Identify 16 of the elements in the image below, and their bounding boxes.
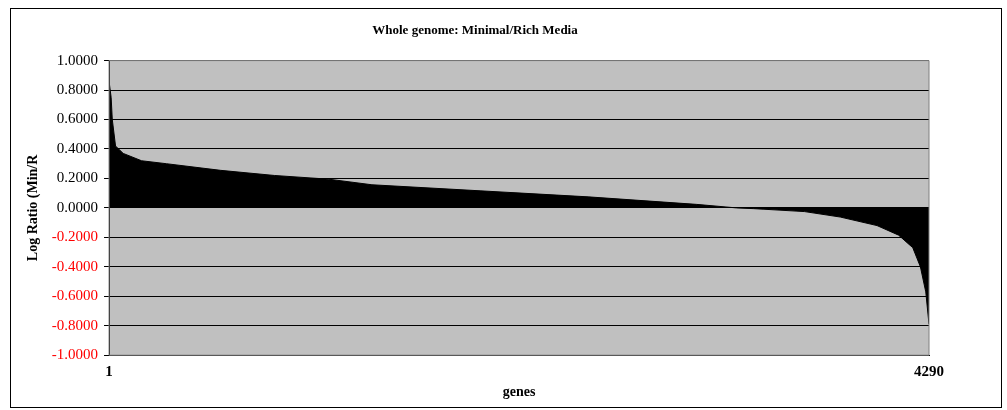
y-tick-label: 0.4000 [56, 139, 99, 156]
y-axis-title: Log Ratio (Min/R [25, 153, 42, 262]
y-tick-label: 0.8000 [56, 81, 99, 97]
y-tick-label: -0.2000 [51, 228, 99, 245]
x-tick-label: 4290 [914, 363, 944, 380]
y-tick-label: -0.4000 [51, 257, 99, 274]
x-tick-label: 1 [105, 363, 113, 380]
y-tick-label: 0.6000 [56, 110, 99, 127]
y-tick-label: -0.6000 [51, 287, 99, 304]
chart-title: Whole genome: Minimal/Rich Media [372, 22, 579, 38]
y-tick-label: -1.0000 [51, 346, 99, 363]
x-axis-title: genes [502, 384, 536, 400]
y-tick-label: 0.0000 [56, 198, 99, 215]
y-tick-label: 1.0000 [56, 51, 99, 68]
y-tick-label: 0.2000 [56, 169, 99, 186]
y-tick-label: -0.8000 [51, 316, 99, 333]
